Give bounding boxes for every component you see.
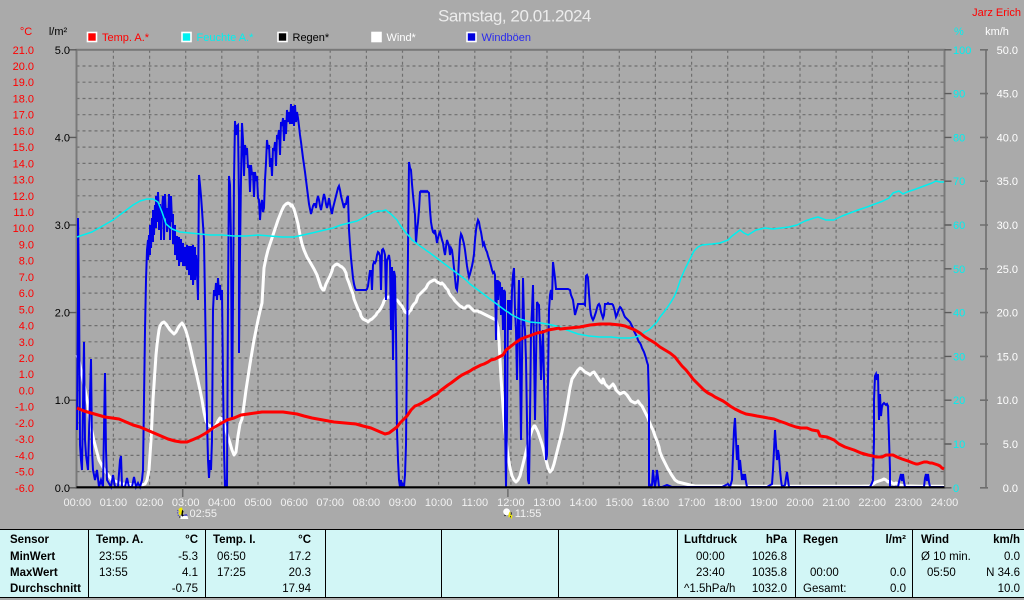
svg-text:°C: °C [20,26,32,38]
svg-text:20:00: 20:00 [786,497,814,509]
svg-text:15:00: 15:00 [606,497,634,509]
svg-text:5.0: 5.0 [55,45,70,57]
svg-text:0.0: 0.0 [1003,483,1018,495]
svg-text:20.0: 20.0 [13,61,34,73]
svg-text:3.0: 3.0 [55,220,70,232]
svg-text:14.0: 14.0 [13,158,34,170]
svg-text:13.0: 13.0 [13,175,34,187]
svg-text:24:00: 24:00 [931,497,959,509]
svg-text:Wind*: Wind* [387,32,417,44]
svg-text:00:00: 00:00 [64,497,92,509]
svg-text:-4.0: -4.0 [15,450,34,462]
svg-text:6.0: 6.0 [19,288,34,300]
svg-text:20: 20 [953,395,965,407]
svg-text:09:00: 09:00 [389,497,417,509]
svg-text:02:55: 02:55 [190,508,218,520]
svg-text:0.0: 0.0 [55,483,70,495]
svg-text:-2.0: -2.0 [15,418,34,430]
svg-text:Feuchte A.*: Feuchte A.* [197,32,255,44]
svg-text:Regen*: Regen* [293,32,330,44]
svg-text:10.0: 10.0 [997,395,1018,407]
svg-text:40: 40 [953,308,965,320]
svg-text:15.0: 15.0 [997,351,1018,363]
svg-text:5.0: 5.0 [1003,439,1018,451]
svg-text:70: 70 [953,176,965,188]
svg-text:08:00: 08:00 [353,497,381,509]
svg-text:0: 0 [953,483,959,495]
svg-text:-6.0: -6.0 [15,483,34,495]
svg-text:17:00: 17:00 [678,497,706,509]
svg-text:05:00: 05:00 [244,497,272,509]
svg-text:Jarz Erich: Jarz Erich [972,7,1021,19]
svg-text:13:00: 13:00 [533,497,561,509]
svg-text:km/h: km/h [985,26,1009,38]
svg-text:16:00: 16:00 [642,497,670,509]
svg-text:4.0: 4.0 [19,321,34,333]
svg-text:4.0: 4.0 [55,132,70,144]
svg-text:23:00: 23:00 [895,497,923,509]
svg-text:16.0: 16.0 [13,126,34,138]
svg-text:60: 60 [953,220,965,232]
svg-text:18:00: 18:00 [714,497,742,509]
svg-text:10:00: 10:00 [425,497,453,509]
svg-text:15.0: 15.0 [13,142,34,154]
svg-text:11:55: 11:55 [515,508,542,520]
svg-text:30.0: 30.0 [997,220,1018,232]
svg-text:2.0: 2.0 [19,353,34,365]
svg-text:20.0: 20.0 [997,308,1018,320]
svg-text:21.0: 21.0 [13,45,34,57]
svg-text:11.0: 11.0 [13,207,34,219]
svg-text:5.0: 5.0 [19,304,34,316]
svg-text:25.0: 25.0 [997,264,1018,276]
svg-text:22:00: 22:00 [858,497,886,509]
svg-text:-1.0: -1.0 [15,402,34,414]
svg-text:21:00: 21:00 [822,497,850,509]
svg-text:18.0: 18.0 [13,94,34,106]
svg-text:07:00: 07:00 [316,497,344,509]
svg-text:14:00: 14:00 [569,497,597,509]
svg-text:10: 10 [953,439,965,451]
svg-text:50: 50 [953,264,965,276]
svg-text:l/m²: l/m² [49,26,68,38]
svg-text:1.0: 1.0 [19,369,34,381]
svg-text:3.0: 3.0 [19,337,34,349]
svg-text:30: 30 [953,351,965,363]
svg-text:80: 80 [953,132,965,144]
svg-text:-5.0: -5.0 [15,467,34,479]
svg-text:8.0: 8.0 [19,256,34,268]
svg-text:%: % [954,26,964,38]
svg-text:01:00: 01:00 [100,497,128,509]
svg-text:Temp. A.*: Temp. A.* [102,32,150,44]
svg-text:40.0: 40.0 [997,132,1018,144]
svg-text:45.0: 45.0 [997,89,1018,101]
svg-text:19.0: 19.0 [13,77,34,89]
svg-text:Windböen: Windböen [482,32,532,44]
svg-text:06:00: 06:00 [280,497,308,509]
svg-text:9.0: 9.0 [19,240,34,252]
svg-text:100: 100 [953,45,971,57]
svg-text:10.0: 10.0 [13,223,34,235]
svg-text:03:00: 03:00 [172,497,200,509]
svg-text:50.0: 50.0 [997,45,1018,57]
svg-text:Samstag, 20.01.2024: Samstag, 20.01.2024 [438,7,591,26]
svg-text:12.0: 12.0 [13,191,34,203]
svg-text:17.0: 17.0 [13,110,34,122]
svg-text:02:00: 02:00 [136,497,164,509]
svg-text:1.0: 1.0 [55,395,70,407]
svg-text:7.0: 7.0 [19,272,34,284]
svg-text:-3.0: -3.0 [15,434,34,446]
svg-text:35.0: 35.0 [997,176,1018,188]
svg-text:04:00: 04:00 [208,497,236,509]
svg-text:12:00: 12:00 [497,497,525,509]
svg-text:0.0: 0.0 [19,386,34,398]
svg-text:11:00: 11:00 [461,497,488,509]
svg-text:90: 90 [953,89,965,101]
svg-text:19:00: 19:00 [750,497,778,509]
svg-text:2.0: 2.0 [55,308,70,320]
